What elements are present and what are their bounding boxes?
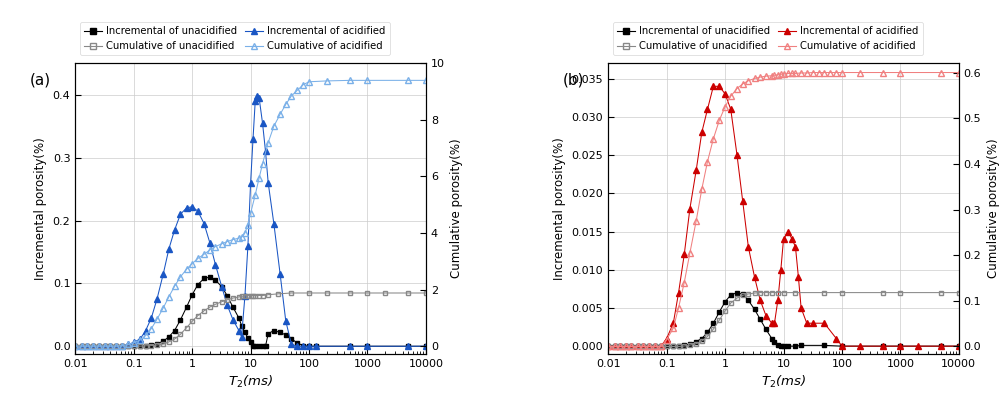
Y-axis label: Cumulative porosity(%): Cumulative porosity(%) bbox=[450, 139, 462, 279]
X-axis label: $T_{2}$(ms): $T_{2}$(ms) bbox=[228, 374, 273, 390]
Y-axis label: Cumulative porosity(%): Cumulative porosity(%) bbox=[986, 139, 999, 279]
Legend: Incremental of unacidified, Cumulative of unacidified, Incremental of acidified,: Incremental of unacidified, Cumulative o… bbox=[80, 22, 389, 56]
Legend: Incremental of unacidified, Cumulative of unacidified, Incremental of acidified,: Incremental of unacidified, Cumulative o… bbox=[613, 22, 922, 56]
Y-axis label: Incremental porosity(%): Incremental porosity(%) bbox=[553, 137, 566, 280]
Text: (a): (a) bbox=[30, 72, 51, 87]
Text: (b): (b) bbox=[562, 72, 584, 87]
Y-axis label: Incremental porosity(%): Incremental porosity(%) bbox=[34, 137, 47, 280]
X-axis label: $T_{2}$(ms): $T_{2}$(ms) bbox=[760, 374, 805, 390]
